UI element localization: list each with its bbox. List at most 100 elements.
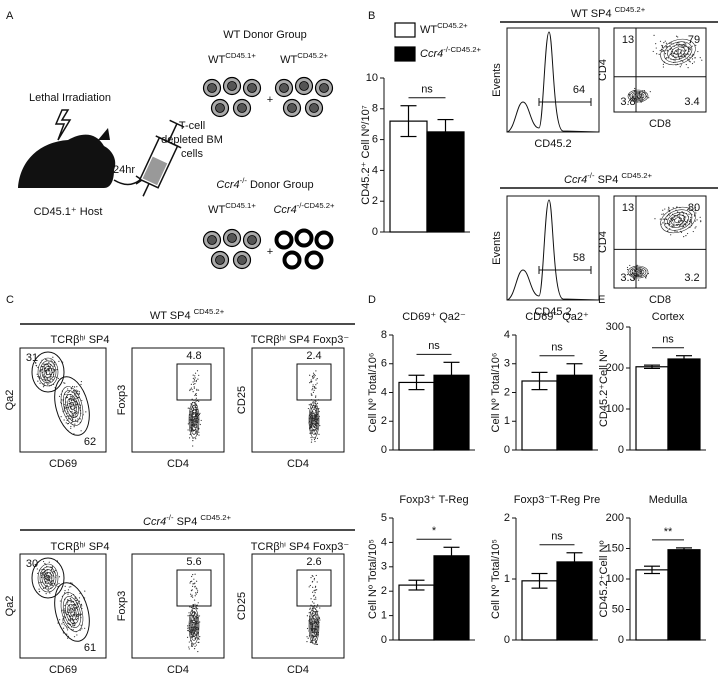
event-dot: [676, 50, 678, 53]
contour: [192, 416, 196, 424]
event-dot: [688, 48, 690, 50]
event-dot: [72, 414, 75, 416]
event-dot: [313, 602, 315, 604]
y-tick-label: 150: [606, 542, 624, 554]
plot-subtitle: TCRβʰⁱ SP4: [51, 334, 110, 346]
group-header: Ccr4-/- SP4 CD45.2+: [564, 171, 652, 186]
y-tick-label: 4: [504, 329, 510, 341]
event-dot: [193, 386, 195, 388]
event-dot: [49, 571, 51, 573]
contour: [189, 611, 199, 641]
event-dot: [74, 624, 76, 626]
event-dot: [43, 568, 45, 571]
event-dot: [190, 595, 192, 597]
event-dot: [75, 619, 78, 621]
event-dot: [689, 47, 691, 49]
contour: [39, 360, 57, 384]
event-dot: [56, 368, 58, 371]
event-dot: [659, 218, 661, 220]
event-dot: [681, 226, 684, 228]
event-dot: [72, 624, 74, 626]
contour: [633, 93, 643, 99]
axis-label: Foxp3: [116, 385, 128, 416]
y-tick-label: 0: [372, 226, 378, 238]
mouse-ear: [98, 128, 110, 140]
event-dot: [312, 575, 314, 577]
event-dot: [316, 643, 319, 645]
y-axis-label: Cell Nº Total/10⁶: [367, 353, 379, 433]
event-dot: [193, 630, 195, 632]
event-dot: [677, 50, 679, 52]
event-dot: [58, 395, 61, 398]
event-dot: [46, 578, 48, 580]
y-tick-label: 3: [381, 561, 387, 573]
event-dot: [682, 50, 684, 52]
event-dot: [659, 40, 662, 42]
event-dot: [198, 615, 201, 617]
event-dot: [73, 411, 75, 414]
event-dot: [195, 593, 197, 595]
event-dot: [39, 382, 41, 384]
event-dot: [636, 264, 638, 266]
event-dot: [192, 445, 194, 447]
text-segment: Ccr4: [420, 48, 443, 60]
y-tick-label: 4: [372, 164, 378, 176]
error-bar: [566, 363, 583, 388]
event-dot: [677, 53, 679, 55]
event-dot: [64, 585, 66, 587]
error-bar: [644, 364, 660, 370]
event-dot: [685, 216, 687, 218]
contour: [45, 574, 51, 582]
plot-frame: [19, 347, 107, 453]
event-dot: [679, 66, 681, 68]
y-tick-label: 100: [606, 403, 624, 415]
y-tick-label: 2: [372, 195, 378, 207]
event-dot: [669, 48, 672, 50]
event-dot: [35, 361, 37, 364]
event-dot: [307, 407, 310, 410]
event-dot: [199, 423, 201, 426]
event-dot: [193, 425, 196, 427]
event-dot: [311, 389, 313, 391]
event-dot: [193, 619, 195, 622]
event-dot: [69, 618, 71, 620]
event-dot: [677, 36, 679, 38]
event-dot: [58, 582, 60, 585]
event-dot: [67, 423, 69, 425]
event-dot: [676, 206, 678, 208]
event-dot: [312, 372, 315, 374]
event-dot: [80, 624, 82, 626]
event-dot: [308, 612, 310, 614]
event-dot: [309, 608, 311, 610]
event-dot: [627, 101, 630, 103]
event-dot: [310, 598, 312, 600]
event-dot: [65, 626, 68, 628]
event-dot: [72, 607, 74, 609]
event-dot: [71, 617, 73, 620]
cells-label: T-cell: [179, 120, 205, 132]
event-dot: [51, 368, 53, 370]
event-dot: [78, 597, 81, 599]
event-dot: [64, 625, 66, 627]
event-dot: [36, 568, 38, 570]
event-dot: [316, 437, 319, 440]
contour: [631, 92, 645, 100]
event-dot: [637, 271, 639, 273]
event-dot: [35, 364, 37, 367]
event-dot: [688, 50, 690, 52]
event-dot: [193, 599, 196, 601]
event-dot: [700, 221, 702, 223]
event-dot: [640, 272, 642, 274]
event-dot: [72, 629, 74, 631]
event-dot: [188, 437, 191, 439]
chart-title: Medulla: [649, 494, 688, 506]
event-dot: [311, 601, 314, 603]
event-dot: [192, 606, 194, 608]
event-dot: [67, 593, 69, 595]
event-dot: [69, 396, 72, 398]
quadrant-value: 3.2: [684, 272, 699, 284]
contour: [190, 408, 198, 432]
event-dot: [626, 268, 629, 271]
event-dot: [76, 614, 79, 616]
event-dot: [313, 611, 315, 613]
